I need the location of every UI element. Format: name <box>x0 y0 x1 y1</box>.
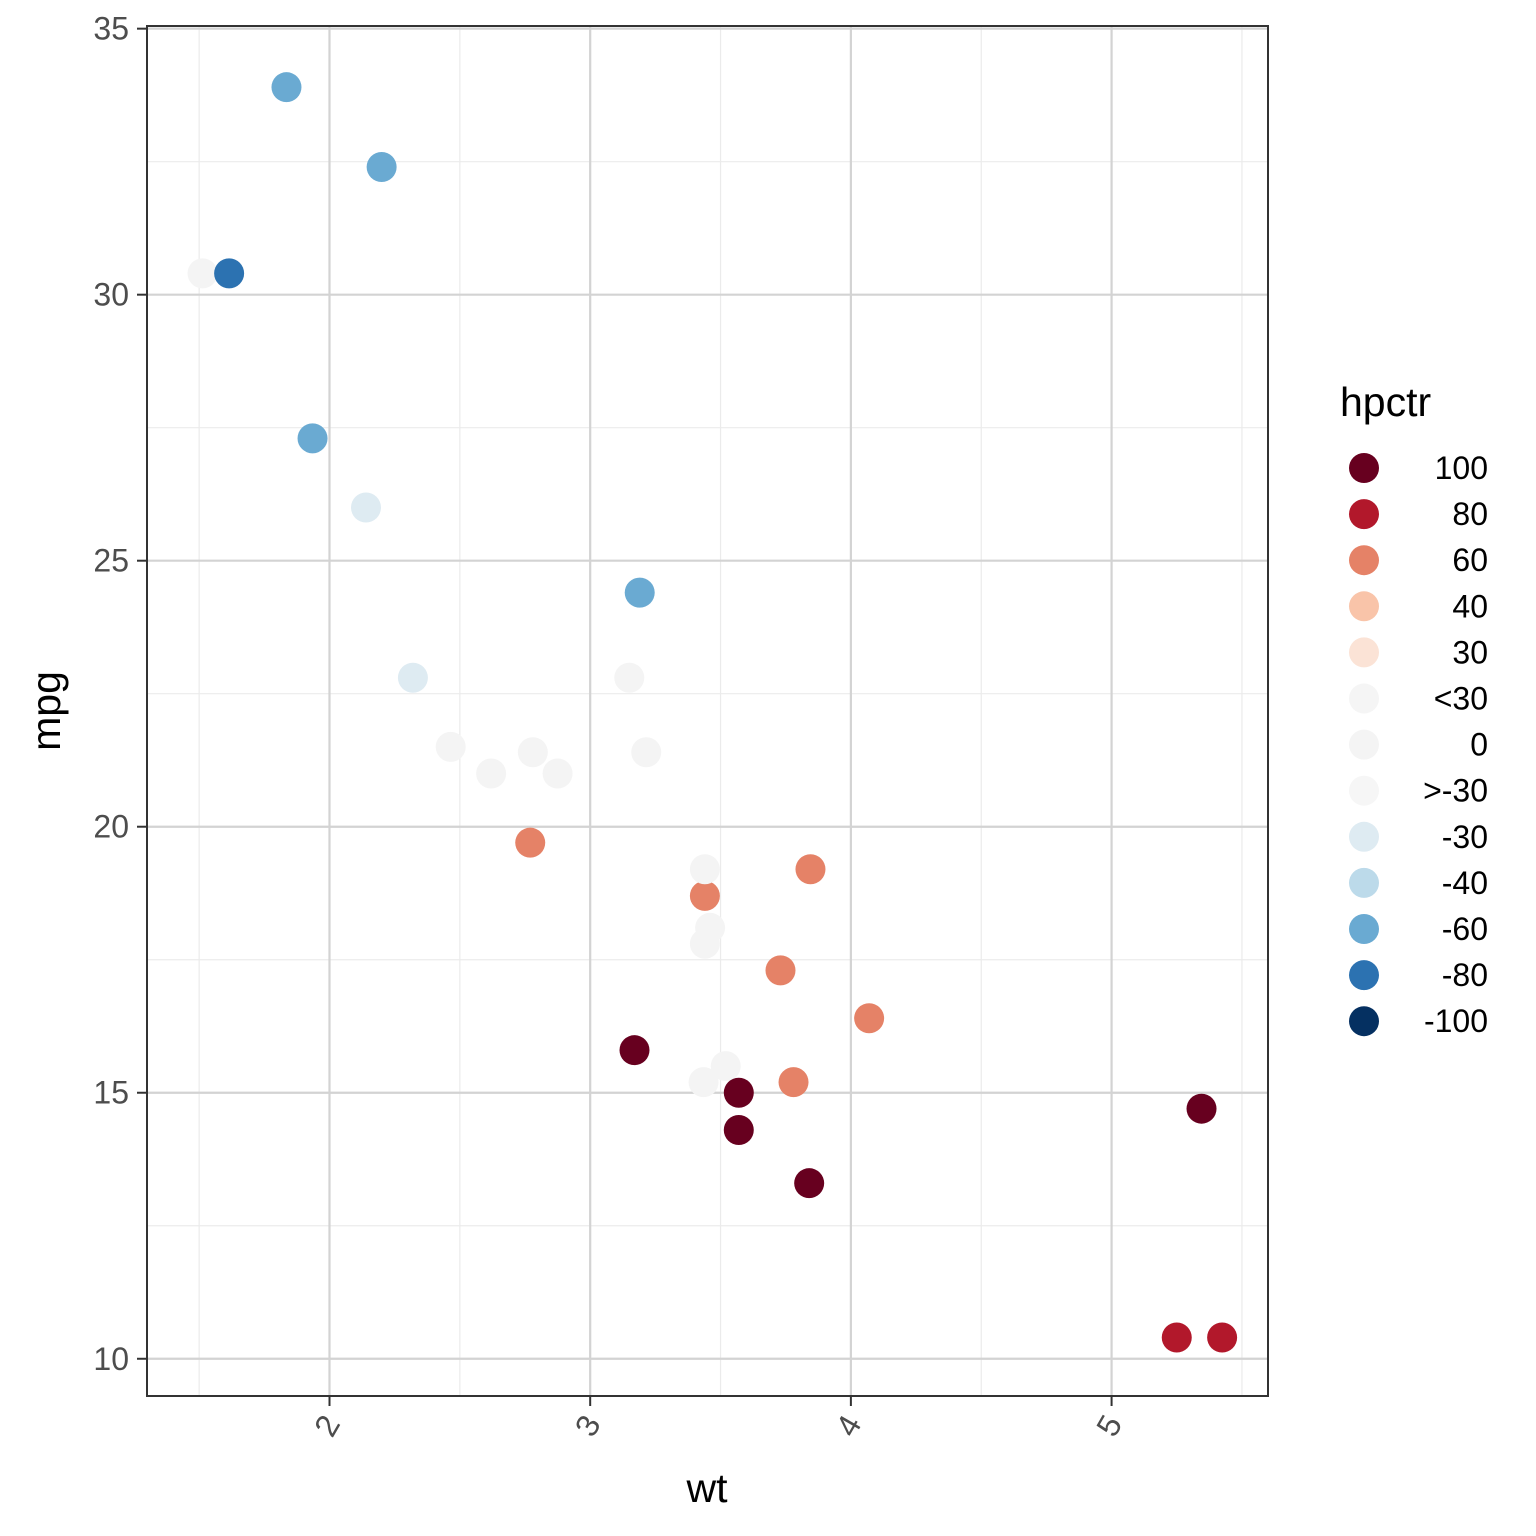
legend-key <box>1349 453 1379 483</box>
legend-label: 40 <box>1452 588 1488 624</box>
data-point <box>723 1114 754 1145</box>
x-axis: 2 3 4 5 <box>307 1396 1129 1442</box>
data-point <box>778 1067 809 1098</box>
legend-label: -60 <box>1442 911 1488 947</box>
legend-key <box>1349 499 1379 530</box>
legend-label: <30 <box>1434 681 1488 717</box>
legend-key <box>1349 683 1379 714</box>
legend-label: 30 <box>1452 634 1488 670</box>
y-axis-title: mpg <box>23 671 69 751</box>
y-tick-label: 25 <box>93 543 129 579</box>
legend-label: 100 <box>1435 450 1488 486</box>
data-point <box>1207 1322 1238 1353</box>
data-point <box>689 854 720 885</box>
legend-key <box>1349 545 1379 576</box>
legend-label: -80 <box>1442 957 1488 993</box>
data-point <box>515 827 546 858</box>
minor-gridlines <box>147 26 1268 1396</box>
data-point <box>794 1168 825 1199</box>
data-point <box>619 1035 650 1066</box>
data-points <box>187 72 1238 1353</box>
data-point <box>214 258 245 289</box>
y-tick-label: 20 <box>93 809 129 845</box>
legend-label: 0 <box>1470 727 1488 763</box>
legend-key <box>1349 591 1379 622</box>
legend-key <box>1349 775 1379 806</box>
data-point <box>710 1051 741 1082</box>
data-point <box>1186 1093 1217 1124</box>
x-tick-label: 4 <box>828 1409 868 1442</box>
y-tick-label: 30 <box>93 277 129 313</box>
legend-label: -30 <box>1442 819 1488 855</box>
legend-label: 80 <box>1452 496 1488 532</box>
legend-key <box>1349 821 1379 852</box>
data-point <box>350 492 381 523</box>
legend-key <box>1349 914 1379 944</box>
x-tick-label: 3 <box>568 1409 608 1442</box>
data-point <box>297 423 328 454</box>
legend-label: 60 <box>1452 542 1488 578</box>
data-point <box>1161 1322 1192 1353</box>
major-gridlines <box>147 26 1268 1396</box>
data-point <box>366 151 397 182</box>
legend-key <box>1349 867 1379 898</box>
x-tick-label: 2 <box>307 1409 347 1442</box>
legend: hpctr 100 80 60 40 30 <30 0 >-30 -30 -40 -60 -80 -10… <box>1340 379 1488 1039</box>
legend-title: hpctr <box>1340 379 1431 425</box>
y-tick-label: 35 <box>93 11 129 47</box>
data-point <box>476 758 507 789</box>
data-point <box>765 955 796 986</box>
data-point <box>517 737 548 768</box>
legend-label: >-30 <box>1423 773 1488 809</box>
data-point <box>689 880 720 911</box>
legend-label: -100 <box>1424 1003 1488 1039</box>
legend-key <box>1349 637 1379 668</box>
data-point <box>624 577 655 608</box>
data-point <box>854 1003 885 1034</box>
data-point <box>271 72 302 103</box>
legend-key <box>1349 960 1379 991</box>
data-point <box>723 1077 754 1108</box>
y-tick-label: 10 <box>93 1341 129 1377</box>
plot-panel-border <box>146 25 1269 1397</box>
legend-key <box>1349 729 1379 760</box>
legend-label: -40 <box>1442 865 1488 901</box>
y-axis: 10 15 20 25 30 35 <box>93 11 147 1377</box>
data-point <box>695 912 726 943</box>
data-point <box>795 854 826 885</box>
data-point <box>631 737 662 768</box>
legend-items: 100 80 60 40 30 <30 0 >-30 -30 -40 -60 -80 -100 <box>1349 450 1488 1039</box>
x-tick-label: 5 <box>1089 1409 1129 1442</box>
legend-key <box>1349 1006 1379 1037</box>
data-point <box>435 731 466 762</box>
data-point <box>187 258 218 289</box>
data-point <box>688 1067 719 1098</box>
data-point <box>397 662 428 693</box>
data-point <box>614 662 645 693</box>
data-point <box>542 758 573 789</box>
y-tick-label: 15 <box>93 1075 129 1111</box>
plot-background <box>147 26 1268 1396</box>
x-axis-title: wt <box>686 1465 729 1511</box>
